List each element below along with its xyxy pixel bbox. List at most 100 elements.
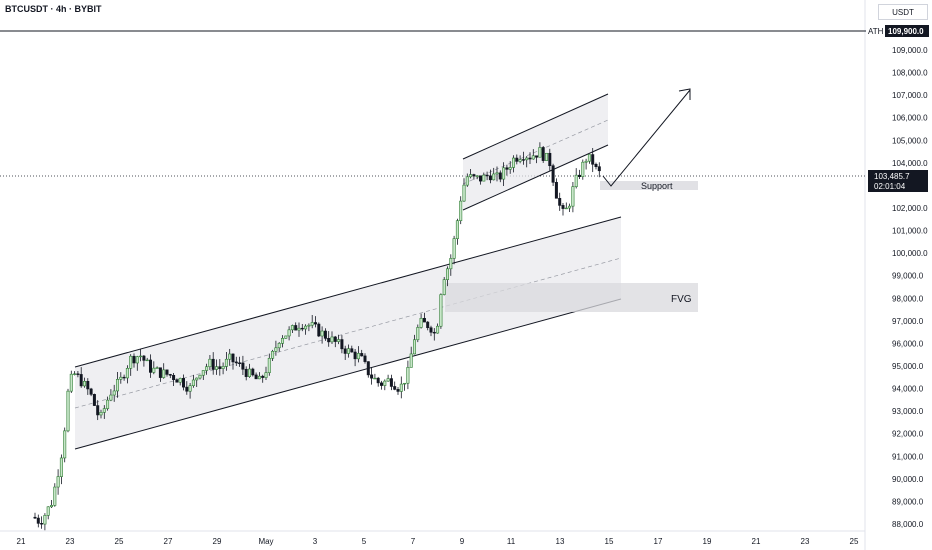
candle-up [337, 339, 341, 342]
time-tick-label: 7 [411, 537, 416, 546]
candle-up [568, 205, 572, 209]
price-tick-label: 94,000.0 [892, 385, 924, 394]
candle-up [416, 327, 420, 341]
candle-down [594, 163, 598, 167]
candle-up [69, 373, 73, 392]
time-tick-label: 27 [164, 537, 173, 546]
candle-up [492, 173, 496, 181]
candle-down [122, 376, 126, 379]
candle-up [310, 322, 314, 326]
currency-button[interactable]: USDT [878, 4, 928, 20]
candle-down [231, 353, 235, 363]
candle-up [277, 343, 281, 349]
upper-channel-bottom [462, 144, 609, 211]
time-tick-label: 11 [507, 537, 516, 546]
price-tick-label: 98,000.0 [892, 294, 924, 303]
candle-up [119, 376, 123, 380]
candle-down [432, 331, 436, 334]
candle-down [168, 374, 172, 376]
candle-up [162, 369, 166, 378]
candle-up [56, 476, 60, 488]
candle-down [294, 325, 298, 331]
candle-down [541, 147, 545, 161]
candle-up [587, 154, 591, 162]
ath-label: ATH [868, 27, 884, 36]
candle-down [535, 155, 539, 158]
candle-down [323, 330, 327, 339]
candle-down [366, 361, 370, 376]
time-tick-label: 25 [850, 537, 859, 546]
price-tick-label: 95,000.0 [892, 362, 924, 371]
candle-up [198, 374, 202, 379]
candle-up [116, 379, 120, 392]
candle-down [426, 321, 430, 329]
price-tick-label: 102,000.0 [892, 204, 928, 213]
price-tick-label: 107,000.0 [892, 91, 928, 100]
candle-down [360, 353, 364, 357]
candle-up [195, 377, 199, 381]
candle-up [403, 382, 407, 385]
last-price-box [868, 170, 928, 192]
candle-up [445, 268, 449, 280]
candle-down [89, 388, 93, 395]
price-tick-label: 99,000.0 [892, 272, 924, 281]
candle-up [511, 157, 515, 168]
candle-up [307, 324, 311, 327]
time-tick-label: 21 [752, 537, 761, 546]
candle-down [597, 166, 601, 172]
candle-up [508, 167, 512, 170]
candle-down [558, 198, 562, 206]
candle-down [86, 381, 90, 390]
candle-down [185, 386, 189, 392]
candle-down [234, 361, 238, 364]
candle-up [221, 366, 225, 369]
ath-value-box [885, 25, 929, 37]
candle-up [412, 339, 416, 355]
candle-up [106, 399, 110, 409]
candle-down [218, 366, 222, 369]
candle-up [581, 161, 585, 177]
candle-up [109, 394, 113, 401]
candle-down [376, 377, 380, 384]
candle-down [379, 382, 383, 386]
price-tick-label: 90,000.0 [892, 475, 924, 484]
support-label: Support [641, 181, 673, 191]
time-tick-label: 17 [654, 537, 663, 546]
time-tick-label: 3 [313, 537, 318, 546]
candle-up [191, 379, 195, 386]
candle-up [409, 353, 413, 368]
candle-up [436, 325, 440, 334]
candle-down [521, 159, 525, 161]
price-tick-label: 106,000.0 [892, 114, 928, 123]
lower-channel-top [74, 216, 622, 368]
candle-up [442, 279, 446, 295]
upper-channel-mid [462, 119, 609, 185]
price-tick-label: 104,000.0 [892, 159, 928, 168]
candle-down [363, 355, 367, 362]
candle-up [59, 457, 63, 477]
price-tick-label: 108,000.0 [892, 69, 928, 78]
candle-down [353, 351, 357, 360]
candle-up [475, 175, 479, 177]
candle-down [472, 174, 476, 177]
candle-up [449, 258, 453, 270]
price-tick-label: 91,000.0 [892, 452, 924, 461]
time-tick-label: 23 [66, 537, 75, 546]
candle-down [343, 348, 347, 354]
candle-up [274, 347, 278, 352]
price-tick-label: 93,000.0 [892, 407, 924, 416]
candle-down [238, 362, 242, 364]
candle-down [389, 378, 393, 387]
fvg-zone [445, 283, 698, 312]
candle-up [469, 174, 473, 178]
candle-up [465, 176, 469, 186]
countdown-label: 02:01:04 [874, 182, 906, 191]
candle-up [495, 172, 499, 175]
candle-down [251, 368, 255, 376]
candle-down [505, 167, 509, 170]
candle-up [462, 184, 466, 202]
candle-up [63, 430, 67, 459]
candle-up [571, 186, 575, 207]
candle-up [267, 358, 271, 373]
